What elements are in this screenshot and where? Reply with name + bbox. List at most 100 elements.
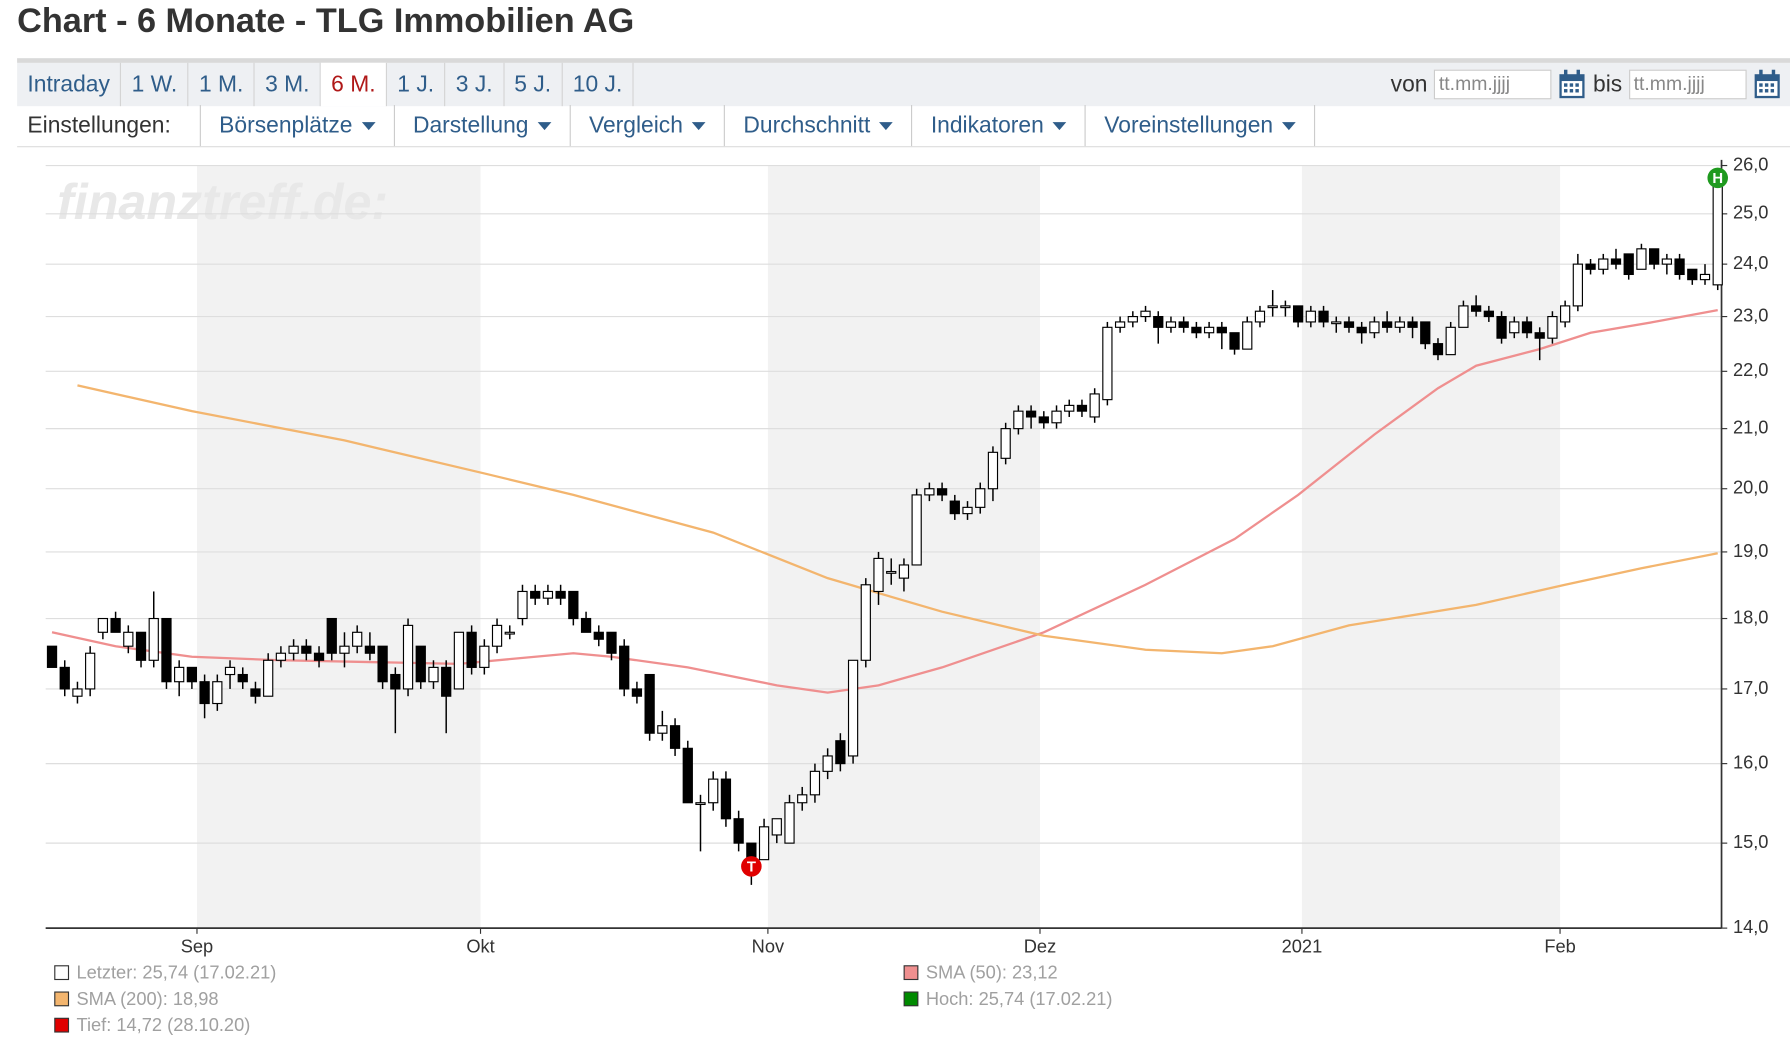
candle-body	[1534, 332, 1545, 339]
candle-body	[1559, 305, 1571, 323]
candle-body	[1089, 393, 1100, 418]
candle-body	[390, 673, 401, 690]
candle-body	[1407, 321, 1418, 328]
candle-body	[1369, 321, 1380, 334]
candle-body	[1585, 263, 1596, 270]
date-range: von tt.mm.jjjj bis tt.mm.jjjj	[1391, 69, 1781, 100]
candle-body	[1509, 321, 1520, 334]
settings-menu[interactable]: Börsenplätze	[199, 105, 394, 147]
candle-body	[720, 778, 732, 820]
candle-body	[237, 673, 248, 683]
candle-body	[733, 818, 744, 844]
candle-body	[530, 590, 541, 599]
candle-body	[1699, 273, 1711, 281]
candle-body	[555, 590, 566, 599]
x-tick-label: Dez	[1024, 935, 1056, 956]
candle-body	[568, 590, 579, 620]
candle-body	[784, 802, 795, 844]
from-date[interactable]: tt.mm.jjjj	[1434, 69, 1552, 100]
y-tick-label: 14,0	[1733, 916, 1769, 937]
legend-swatch	[903, 965, 919, 981]
candle-body	[135, 631, 147, 661]
y-tick-label: 15,0	[1733, 831, 1769, 852]
candle-body	[1445, 326, 1456, 356]
calendar-icon[interactable]	[1753, 69, 1780, 100]
legend-label: Hoch: 25,74 (17.02.21)	[926, 988, 1113, 1009]
candle-body	[72, 688, 83, 697]
to-date[interactable]: tt.mm.jjjj	[1629, 69, 1747, 100]
candle-body	[682, 747, 693, 804]
period-tab[interactable]: 3 M.	[255, 62, 321, 107]
candle-body	[580, 617, 592, 633]
candle-body	[1674, 258, 1685, 276]
candle-body	[1394, 321, 1405, 328]
candle-body	[911, 494, 922, 566]
candle-body	[1178, 321, 1189, 328]
period-tab[interactable]: 3 J.	[446, 62, 505, 107]
period-tab[interactable]: 1 W.	[121, 62, 189, 107]
candle-body	[708, 778, 719, 804]
candle-body	[174, 666, 185, 683]
candle-body	[606, 631, 617, 654]
period-tab[interactable]: Intraday	[17, 62, 122, 107]
settings-menu[interactable]: Indikatoren	[911, 105, 1084, 147]
sma-line	[51, 309, 1718, 694]
candle-body	[1661, 258, 1672, 265]
candle-body	[1343, 321, 1355, 328]
candle-body	[695, 802, 706, 806]
sma-line	[77, 384, 1718, 655]
candle-body	[936, 488, 948, 496]
period-tab[interactable]: 6 M.	[320, 62, 388, 107]
candle-body	[224, 666, 236, 676]
candle-body	[797, 794, 808, 804]
candle-body	[491, 624, 503, 647]
candle-body	[453, 631, 465, 690]
candle-body	[1356, 326, 1367, 334]
y-tick-label: 20,0	[1733, 477, 1769, 498]
period-tab[interactable]: 10 J.	[563, 62, 634, 107]
candle-body	[1610, 258, 1622, 265]
candle-body	[898, 564, 910, 579]
candle-body	[517, 590, 528, 620]
candle-body	[835, 740, 846, 765]
candle-body	[1165, 321, 1177, 328]
calendar-icon[interactable]	[1559, 69, 1586, 100]
y-tick-label: 18,0	[1733, 606, 1769, 627]
legend-swatch	[903, 991, 919, 1007]
candle-body	[1712, 177, 1723, 286]
candle-body	[479, 645, 490, 668]
candle-body	[339, 645, 350, 654]
x-tick-label: Feb	[1544, 935, 1575, 956]
candle-body	[1432, 343, 1444, 356]
candle-body	[1127, 315, 1138, 323]
candle-body	[987, 451, 999, 490]
candle-body	[1025, 410, 1037, 418]
candle-body	[263, 659, 274, 697]
extreme-marker-label: T	[747, 859, 756, 875]
period-tab[interactable]: 5 J.	[504, 62, 563, 107]
settings-menu[interactable]: Voreinstellungen	[1084, 105, 1316, 147]
candle-body	[873, 557, 884, 593]
settings-menu[interactable]: Vergleich	[569, 105, 724, 147]
period-tab[interactable]: 1 M.	[189, 62, 255, 107]
candle-body	[1521, 321, 1533, 334]
settings-menu[interactable]: Darstellung	[393, 105, 570, 147]
extreme-marker	[1707, 167, 1728, 189]
candle-body	[949, 500, 960, 515]
month-band	[196, 165, 481, 929]
settings-menu[interactable]: Durchschnitt	[724, 105, 911, 147]
y-tick-label: 23,0	[1733, 304, 1769, 325]
candle-body	[1203, 326, 1215, 334]
candle-body	[161, 617, 172, 683]
candle-body	[1064, 404, 1075, 412]
candle-body	[352, 631, 363, 647]
candle-body	[1623, 253, 1634, 276]
candle-body	[1191, 326, 1202, 334]
candle-body	[644, 673, 655, 734]
candle-body	[847, 659, 859, 757]
candle-body	[364, 645, 376, 654]
period-tab[interactable]: 1 J.	[387, 62, 446, 107]
candle-body	[428, 666, 439, 683]
y-tick-label: 19,0	[1733, 540, 1769, 561]
